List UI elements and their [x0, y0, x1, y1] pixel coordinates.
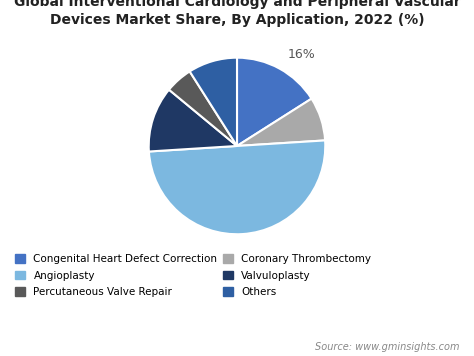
Wedge shape	[237, 58, 311, 146]
Title: Global Interventional Cardiology and Peripheral Vascular
Devices Market Share, B: Global Interventional Cardiology and Per…	[14, 0, 460, 27]
Wedge shape	[190, 58, 237, 146]
Wedge shape	[169, 72, 237, 146]
Text: Source: www.gminsights.com: Source: www.gminsights.com	[315, 342, 460, 352]
Legend: Congenital Heart Defect Correction, Angioplasty, Percutaneous Valve Repair, Coro: Congenital Heart Defect Correction, Angi…	[15, 255, 372, 297]
Wedge shape	[149, 140, 325, 234]
Text: 16%: 16%	[287, 48, 315, 61]
Wedge shape	[149, 90, 237, 152]
Wedge shape	[237, 99, 325, 146]
